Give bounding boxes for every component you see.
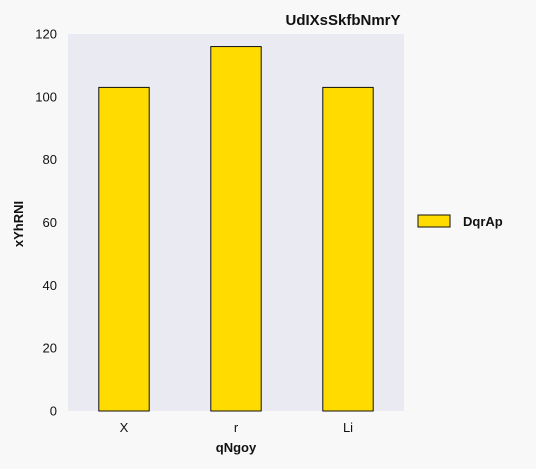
legend-label: DqrAp — [463, 214, 503, 229]
y-tick-label: 40 — [43, 278, 57, 293]
bar-li — [322, 86, 374, 412]
x-tick-label: Li — [343, 420, 353, 435]
y-tick-label: 20 — [43, 341, 57, 356]
y-tick-label: 60 — [43, 215, 57, 230]
x-axis-label: qNgoy — [216, 440, 257, 455]
legend: DqrAp — [417, 214, 503, 229]
bars-group — [98, 46, 374, 412]
y-tick-label: 0 — [50, 404, 57, 419]
bar-r — [210, 46, 262, 412]
bar-x — [98, 86, 150, 412]
y-tick-labels: 0 20 40 60 80 100 120 — [35, 27, 57, 419]
y-tick-label: 100 — [35, 89, 57, 104]
y-tick-label: 120 — [35, 27, 57, 42]
x-tick-label: r — [234, 420, 239, 435]
chart-title: UdIXsSkfbNmrY — [285, 12, 400, 29]
legend-swatch — [417, 214, 451, 228]
y-axis-label: xYhRNI — [11, 201, 26, 247]
x-tick-label: X — [120, 420, 129, 435]
y-tick-label: 80 — [43, 152, 57, 167]
